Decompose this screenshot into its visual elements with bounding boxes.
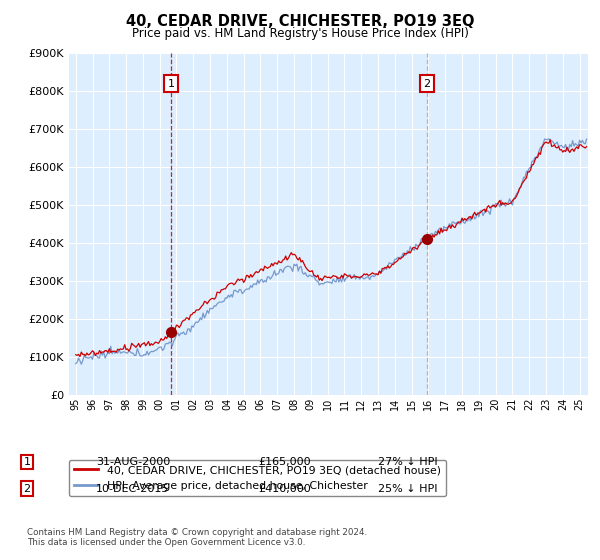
- Text: 2: 2: [424, 78, 431, 88]
- Text: £410,000: £410,000: [258, 484, 311, 494]
- Text: 31-AUG-2000: 31-AUG-2000: [96, 457, 170, 467]
- Text: 25% ↓ HPI: 25% ↓ HPI: [378, 484, 437, 494]
- Text: 40, CEDAR DRIVE, CHICHESTER, PO19 3EQ: 40, CEDAR DRIVE, CHICHESTER, PO19 3EQ: [126, 14, 474, 29]
- Text: Contains HM Land Registry data © Crown copyright and database right 2024.
This d: Contains HM Land Registry data © Crown c…: [27, 528, 367, 547]
- Text: 1: 1: [23, 457, 31, 467]
- Legend: 40, CEDAR DRIVE, CHICHESTER, PO19 3EQ (detached house), HPI: Average price, deta: 40, CEDAR DRIVE, CHICHESTER, PO19 3EQ (d…: [69, 460, 446, 496]
- Text: £165,000: £165,000: [258, 457, 311, 467]
- Text: 2: 2: [23, 484, 31, 494]
- Text: 1: 1: [167, 78, 175, 88]
- Text: Price paid vs. HM Land Registry's House Price Index (HPI): Price paid vs. HM Land Registry's House …: [131, 27, 469, 40]
- Text: 27% ↓ HPI: 27% ↓ HPI: [378, 457, 437, 467]
- Text: 10-DEC-2015: 10-DEC-2015: [96, 484, 169, 494]
